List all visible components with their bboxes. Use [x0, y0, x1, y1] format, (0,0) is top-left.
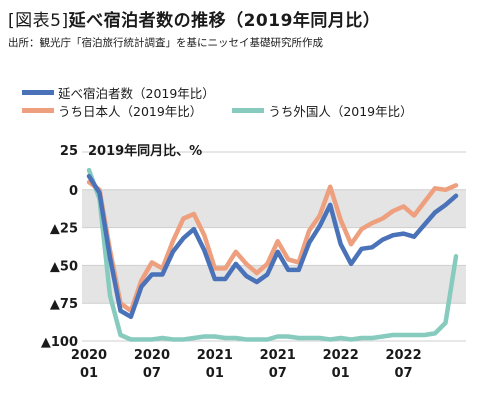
x-tick-month: 01: [332, 366, 350, 381]
legend-label-total: 延べ宿泊者数（2019年比）: [58, 85, 215, 101]
legend-label-japanese: うち日本人（2019年比）: [58, 103, 203, 119]
chart-source: 出所：観光庁「宿泊旅行統計調査」を基にニッセイ基礎研究所作成: [8, 37, 323, 49]
y-tick-label: 25: [60, 144, 78, 159]
x-tick-year: 2021: [260, 348, 296, 363]
legend-label-foreign: うち外国人（2019年比）: [268, 103, 413, 119]
y-tick-label: ▲25: [50, 222, 78, 237]
y-tick-label: ▲75: [50, 297, 78, 312]
title-text: 延べ宿泊者数の推移（2019年同月比）: [68, 11, 381, 31]
legend-item-japanese: うち日本人（2019年比）: [22, 101, 202, 120]
legend-swatch-japanese: [22, 107, 54, 113]
series-line-total: [86, 173, 459, 320]
chart-header: [図表5]延べ宿泊者数の推移（2019年同月比） 出所：観光庁「宿泊旅行統計調査…: [8, 6, 496, 50]
legend-swatch-foreign: [232, 107, 265, 113]
x-tick-year: 2020: [71, 348, 107, 363]
x-tick-year: 2022: [385, 348, 421, 363]
x-tick-year: 2021: [197, 348, 233, 363]
y-tick-label: ▲50: [50, 259, 78, 274]
legend-item-total: 延べ宿泊者数（2019年比）: [22, 83, 215, 102]
x-tick-month: 07: [395, 366, 413, 381]
x-tick-month: 07: [269, 366, 287, 381]
series-lines: [86, 167, 459, 342]
x-tick-month: 01: [80, 366, 98, 381]
y-tick-label: 0: [69, 184, 78, 199]
chart-title: [図表5]延べ宿泊者数の推移（2019年同月比）: [8, 6, 496, 31]
figure-label: [図表5]: [8, 11, 69, 31]
chart-legend: 延べ宿泊者数（2019年比） うち日本人（2019年比） うち外国人（2019年…: [22, 83, 443, 119]
legend-swatch-total: [22, 89, 54, 95]
legend-item-foreign: うち外国人（2019年比）: [232, 101, 413, 120]
series-line-japanese: [86, 179, 459, 314]
legend-row-2: うち日本人（2019年比） うち外国人（2019年比）: [22, 101, 443, 119]
legend-row-1: 延べ宿泊者数（2019年比）: [22, 83, 443, 101]
x-tick-year: 2022: [323, 348, 359, 363]
y-axis: 25 0 ▲25 ▲50 ▲75 ▲100: [41, 144, 78, 350]
x-tick-month: 01: [206, 366, 224, 381]
x-axis: 2020 01 2020 07 2021 01 2021 07 2022 01 2022 07: [71, 348, 422, 381]
x-tick-year: 2020: [134, 348, 170, 363]
series-line-foreign: [86, 167, 459, 342]
y-axis-label: 2019年同月比、%: [88, 143, 202, 159]
y-tick-label: ▲100: [41, 335, 78, 350]
x-tick-month: 07: [143, 366, 161, 381]
